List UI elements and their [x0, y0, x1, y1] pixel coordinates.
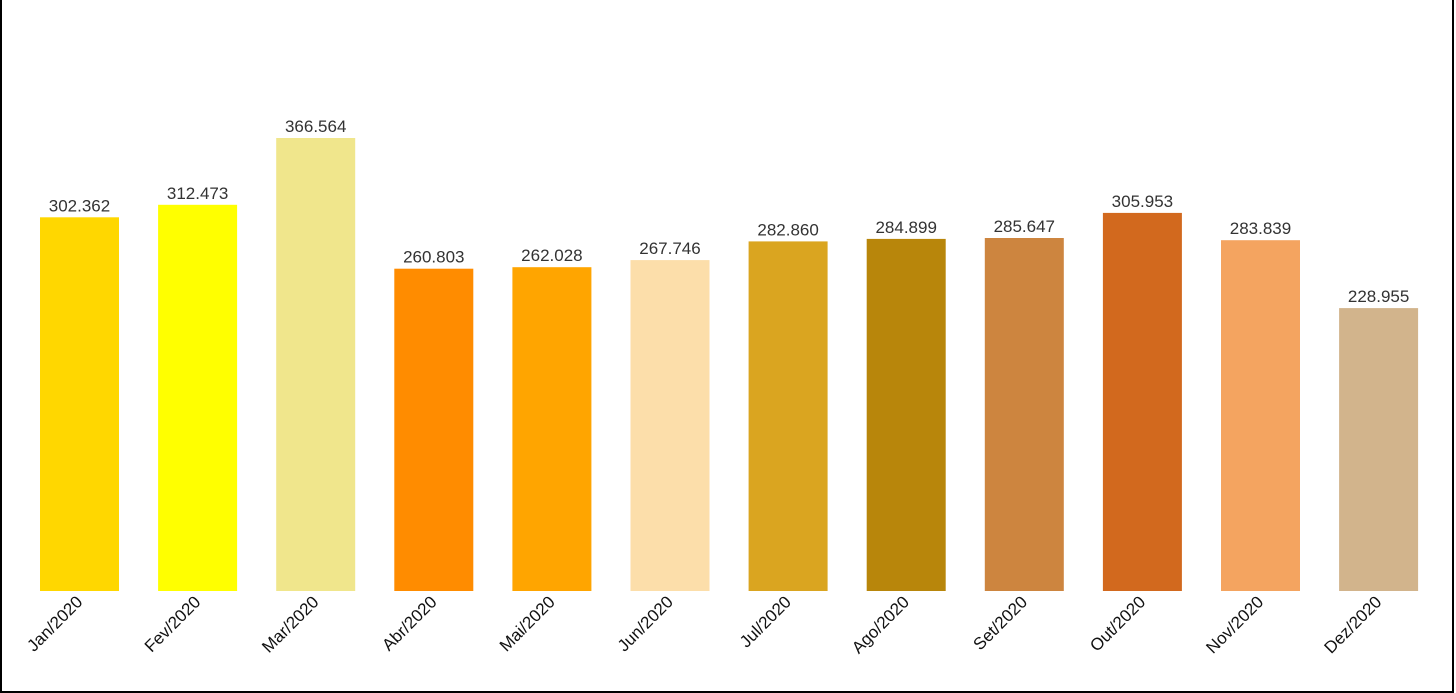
bar-out-2020 — [1102, 212, 1182, 591]
data-label: 312.473 — [167, 184, 228, 203]
data-label: 282.860 — [757, 220, 818, 239]
bar-abr-2020 — [394, 268, 474, 591]
x-tick-label: Out/2020 — [1086, 592, 1149, 655]
bar-mai-2020 — [512, 267, 592, 591]
x-tick-label: Set/2020 — [970, 592, 1032, 654]
data-label: 262.028 — [521, 246, 582, 265]
data-label: 302.362 — [49, 196, 110, 215]
bar-nov-2020 — [1221, 240, 1300, 591]
x-tick-label: Jan/2020 — [23, 592, 86, 655]
x-tick-label: Dez/2020 — [1321, 592, 1386, 657]
bar-fev-2020 — [158, 204, 238, 592]
bar-jun-2020 — [630, 260, 710, 591]
x-tick-label: Nov/2020 — [1202, 592, 1267, 657]
data-label: 267.746 — [639, 239, 700, 258]
bar-ago-2020 — [866, 238, 946, 591]
x-tick-label: Ago/2020 — [848, 592, 913, 657]
x-tick-label: Mar/2020 — [258, 592, 322, 656]
x-tick-label: Jun/2020 — [614, 592, 677, 655]
bar-mar-2020 — [276, 138, 356, 591]
data-label: 285.647 — [994, 217, 1055, 236]
bar-dez-2020 — [1339, 308, 1419, 591]
x-tick-label: Abr/2020 — [378, 592, 440, 654]
bar-set-2020 — [984, 238, 1064, 591]
data-label: 305.953 — [1112, 192, 1173, 211]
bar-jan-2020 — [40, 217, 119, 592]
x-tick-label: Mai/2020 — [496, 592, 559, 655]
data-label: 228.955 — [1348, 287, 1409, 306]
data-label: 260.803 — [403, 248, 464, 267]
data-label: 283.839 — [1230, 219, 1291, 238]
data-label: 284.899 — [875, 218, 936, 237]
bar-jul-2020 — [748, 241, 828, 591]
x-tick-label: Jul/2020 — [736, 592, 795, 651]
data-label: 366.564 — [285, 117, 346, 136]
x-tick-label: Fev/2020 — [141, 592, 205, 656]
